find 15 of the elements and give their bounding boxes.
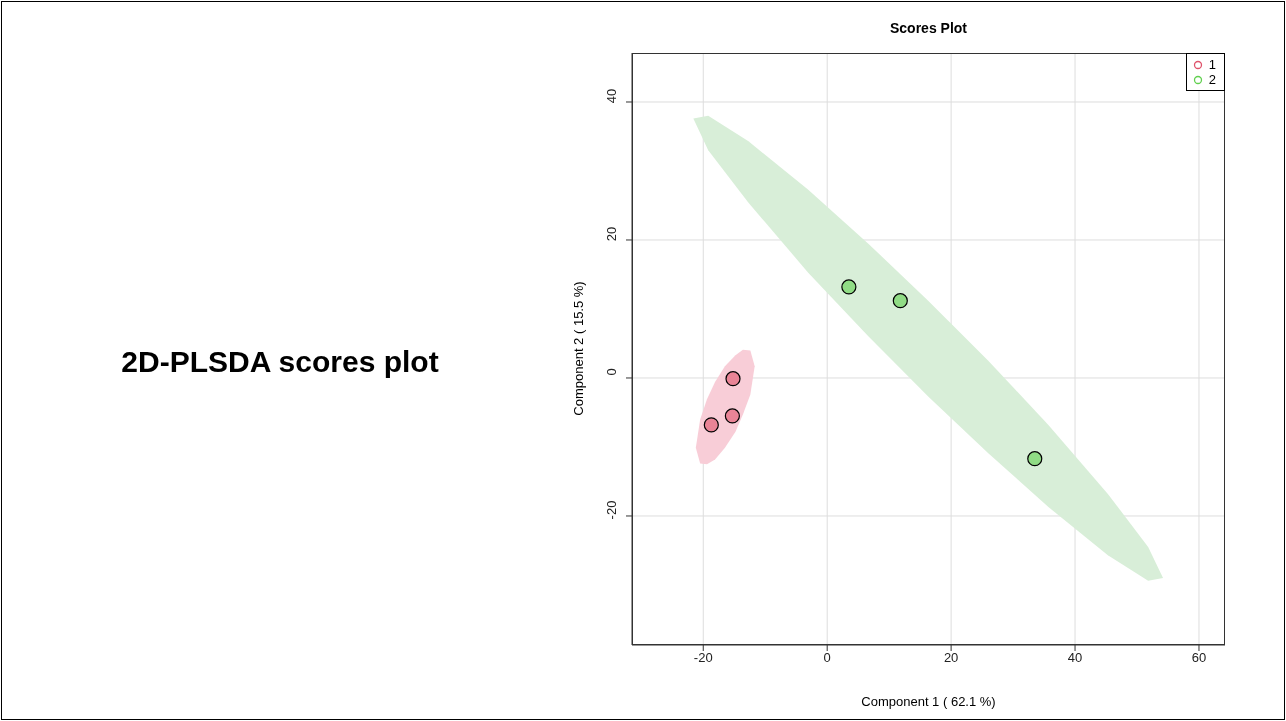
x-tick-label: -20	[693, 650, 713, 666]
legend-label: 1	[1208, 57, 1216, 72]
x-tick-label: 60	[1191, 650, 1207, 666]
x-axis-title: Component 1 ( 62.1 %)	[860, 694, 997, 709]
y-tick-label: 0	[604, 368, 619, 376]
x-tick-label: 20	[943, 650, 959, 666]
x-tick-label: 0	[823, 650, 831, 666]
y-tick-label: 40	[604, 88, 619, 104]
chart-title: Scores Plot	[889, 20, 968, 36]
legend-label: 2	[1208, 72, 1216, 87]
x-tick-label: 40	[1067, 650, 1083, 666]
y-tick-label: 20	[604, 226, 619, 242]
y-axis-title: Component 2 ( 15.5 %)	[570, 280, 586, 418]
text: 2D-PLSDA scores plot	[120, 345, 440, 379]
y-tick-label: -20	[604, 500, 619, 520]
